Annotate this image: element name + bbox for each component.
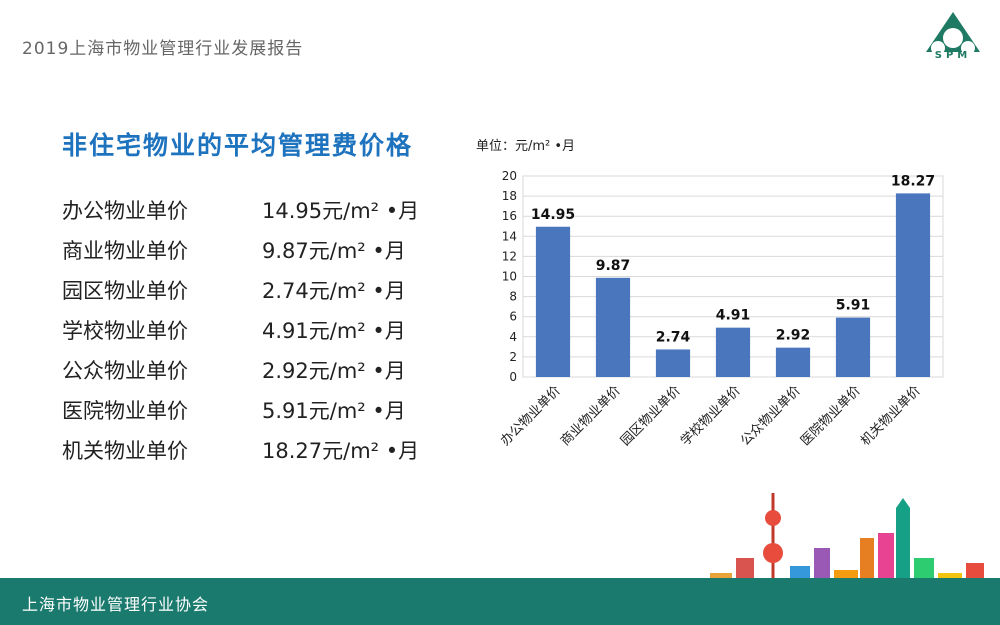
x-tick-label: 医院物业单价 <box>798 383 864 449</box>
price-value: 14.95元/m² •月 <box>262 199 420 223</box>
y-tick-label: 4 <box>509 330 517 344</box>
x-tick-label: 公众物业单价 <box>738 383 804 449</box>
y-tick-label: 8 <box>509 290 517 304</box>
x-tick-label: 办公物业单价 <box>498 383 564 449</box>
footer-bar <box>0 578 1000 625</box>
logo-text: SPM <box>934 50 972 61</box>
y-tick-label: 0 <box>509 370 517 384</box>
bar <box>595 277 631 377</box>
price-value: 9.87元/m² •月 <box>262 239 406 263</box>
x-tick-label: 商业物业单价 <box>558 383 624 449</box>
bar <box>535 226 571 377</box>
y-tick-label: 10 <box>502 270 517 284</box>
y-tick-label: 14 <box>502 229 517 243</box>
price-label: 医院物业单价 <box>62 399 188 423</box>
bar <box>715 327 751 377</box>
data-label: 5.91 <box>836 298 871 314</box>
data-label: 2.74 <box>656 329 691 345</box>
price-label: 公众物业单价 <box>62 359 188 383</box>
price-value: 5.91元/m² •月 <box>262 399 406 423</box>
price-row-office: 办公物业单价 14.95元/m² •月 <box>62 190 419 230</box>
price-value: 18.27元/m² •月 <box>262 439 420 463</box>
price-list: 办公物业单价 14.95元/m² •月 商业物业单价 9.87元/m² •月 园… <box>62 190 419 470</box>
data-label: 9.87 <box>596 258 631 274</box>
price-label: 商业物业单价 <box>62 239 188 263</box>
price-label: 办公物业单价 <box>62 199 188 223</box>
bar <box>655 349 691 377</box>
report-title: 2019上海市物业管理行业发展报告 <box>22 39 304 59</box>
section-title: 非住宅物业的平均管理费价格 <box>62 131 414 160</box>
price-row-school: 学校物业单价 4.91元/m² •月 <box>62 310 419 350</box>
price-label: 机关物业单价 <box>62 439 188 463</box>
chart-unit-label: 单位：元/m² •月 <box>476 139 576 154</box>
data-label: 4.91 <box>716 308 751 324</box>
x-tick-label: 机关物业单价 <box>858 383 924 449</box>
bar-chart: 0 2 4 6 8 10 12 14 16 18 20 14.95 办公物业单价 9.87 商业物业单价 2.… <box>498 169 944 449</box>
spm-logo-icon <box>926 12 980 55</box>
bar <box>895 193 931 377</box>
price-value: 2.92元/m² •月 <box>262 359 406 383</box>
price-row-park: 园区物业单价 2.74元/m² •月 <box>62 270 419 310</box>
price-row-public: 公众物业单价 2.92元/m² •月 <box>62 350 419 390</box>
data-label: 2.92 <box>776 328 811 344</box>
y-tick-label: 6 <box>509 310 517 324</box>
footer-org-name: 上海市物业管理行业协会 <box>22 595 210 614</box>
x-tick-label: 学校物业单价 <box>677 383 743 449</box>
y-tick-label: 12 <box>502 249 517 263</box>
y-tick-label: 2 <box>509 350 517 364</box>
y-tick-label: 16 <box>502 209 517 223</box>
price-row-government: 机关物业单价 18.27元/m² •月 <box>62 430 419 470</box>
x-tick-label: 园区物业单价 <box>618 383 684 449</box>
y-tick-label: 18 <box>502 189 517 203</box>
price-row-commercial: 商业物业单价 9.87元/m² •月 <box>62 230 419 270</box>
price-label: 园区物业单价 <box>62 279 188 303</box>
y-tick-label: 20 <box>502 169 517 183</box>
data-label: 18.27 <box>891 173 935 189</box>
data-label: 14.95 <box>531 207 575 223</box>
price-label: 学校物业单价 <box>62 319 188 343</box>
price-value: 4.91元/m² •月 <box>262 319 406 343</box>
price-row-hospital: 医院物业单价 5.91元/m² •月 <box>62 390 419 430</box>
price-value: 2.74元/m² •月 <box>262 279 406 303</box>
bar <box>835 317 871 377</box>
bar <box>775 347 811 377</box>
